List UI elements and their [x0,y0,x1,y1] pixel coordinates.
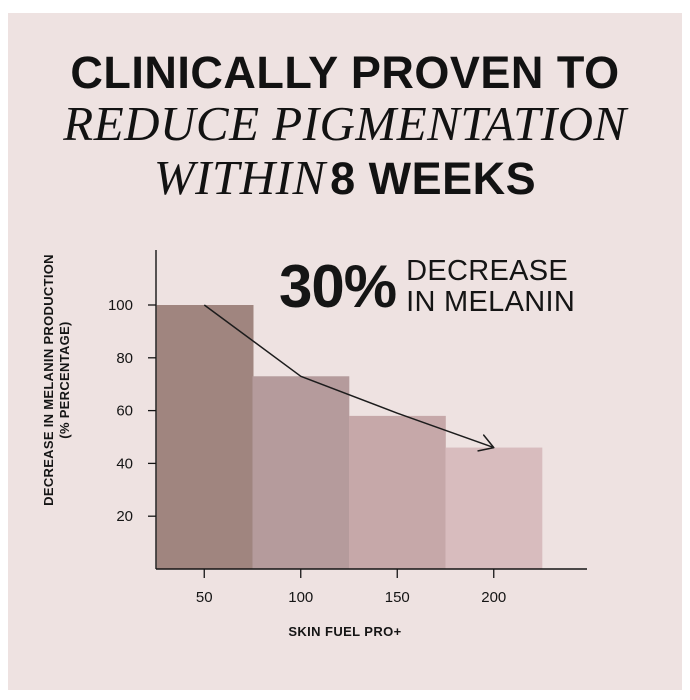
x-tick-label-200: 200 [481,589,506,606]
y-tick-label-100: 100 [108,297,133,314]
headline: CLINICALLY PROVEN TO REDUCE PIGMENTATION… [0,48,690,216]
headline-within: WITHIN [153,150,326,205]
x-axis-label: SKIN FUEL PRO+ [288,624,402,639]
tick-labels-group: 20 40 60 80 100 50 100 150 200 [108,297,506,606]
background-panel [8,13,682,690]
y-tick-label-60: 60 [116,403,133,420]
y-tick-label-20: 20 [116,508,133,525]
y-tick-label-80: 80 [116,350,133,367]
y-axis-label: DECREASE IN MELANIN PRODUCTION (% PERCEN… [41,254,73,506]
y-axis-label-line-1: DECREASE IN MELANIN PRODUCTION [41,254,56,506]
headline-line-2: REDUCE PIGMENTATION [63,96,627,151]
x-tick-label-100: 100 [288,589,313,606]
bar-50 [156,305,254,569]
callout: 30% DECREASE IN MELANIN [279,252,575,322]
trend-arrow-line [203,304,495,449]
callout-line-2: IN MELANIN [406,286,576,318]
headline-weeks: 8 WEEKS [330,153,537,204]
callout-line-1: DECREASE [406,255,569,287]
trend-arrow-head [477,434,495,452]
bar-150 [349,415,446,569]
bars-group [156,305,543,569]
callout-percent: 30% [279,253,397,320]
y-tick-label-40: 40 [116,455,133,472]
bar-200 [445,447,543,569]
x-tick-label-50: 50 [196,589,213,606]
x-tick-label-150: 150 [385,589,410,606]
trend-arrow-group [203,304,495,452]
bar-100 [252,376,350,569]
y-axis-label-line-2: (% PERCENTAGE) [57,321,72,439]
headline-line-3: WITHIN 8 WEEKS [0,150,690,216]
callout-text: DECREASE IN MELANIN [406,256,575,318]
headline-line-1: CLINICALLY PROVEN TO [70,47,620,98]
